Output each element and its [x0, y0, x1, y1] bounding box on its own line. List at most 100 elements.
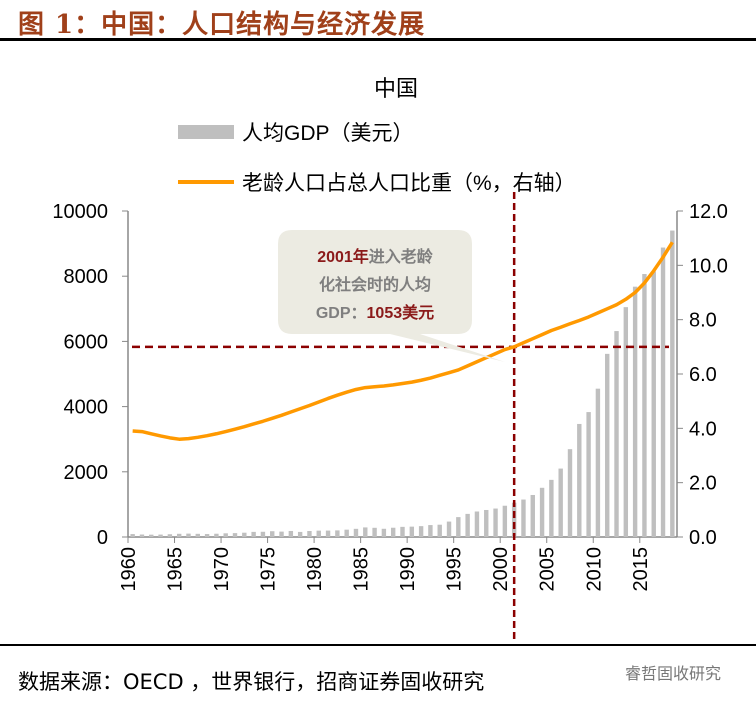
left-tick-label: 10000 [52, 201, 108, 223]
gdp-bar [353, 528, 359, 537]
legend-bar-label: 人均GDP（美元） [242, 122, 414, 145]
x-tick-label: 1960 [118, 547, 140, 592]
gdp-bar [623, 307, 629, 537]
svg-text:2001年进入老龄: 2001年进入老龄 [317, 247, 434, 266]
right-tick-label: 6.0 [689, 364, 717, 386]
gdp-bar [232, 533, 238, 537]
x-tick-label: 2015 [630, 547, 652, 592]
right-tick-label: 0.0 [689, 527, 717, 549]
gdp-bar [567, 449, 573, 537]
svg-text:GDP：1053美元: GDP：1053美元 [316, 303, 434, 322]
gdp-bar [316, 530, 321, 537]
gdp-bar [577, 423, 582, 537]
gdp-bar [409, 526, 415, 537]
gdp-bar [307, 531, 312, 537]
bottom-divider [0, 644, 756, 646]
gdp-bar [186, 533, 191, 537]
gdp-bar [651, 271, 656, 537]
gdp-bar [400, 526, 405, 537]
right-tick-label: 2.0 [689, 473, 717, 495]
gdp-bar [521, 499, 526, 537]
gdp-bar [390, 527, 396, 537]
elderly-share-line [132, 241, 674, 441]
figure-title: 图 1：中国：人口结构与经济发展 [18, 10, 426, 40]
gdp-bar [642, 274, 647, 537]
gdp-bar [595, 388, 601, 537]
gdp-bar [484, 509, 489, 537]
left-tick-label: 0 [97, 527, 108, 549]
gdp-bar [279, 531, 284, 537]
annotation-year: 2001年 [317, 247, 369, 266]
gdp-bar [288, 530, 294, 537]
x-tick-label: 1970 [211, 547, 233, 592]
gdp-bar [465, 513, 470, 537]
gdp-bar [614, 331, 619, 537]
x-tick-label: 1995 [444, 547, 466, 592]
right-tick-label: 12.0 [689, 201, 728, 223]
gdp-bar [223, 533, 228, 537]
gdp-bar [195, 533, 200, 537]
legend-line-label: 老龄人口占总人口比重（%，右轴） [242, 172, 576, 195]
x-tick-label: 2005 [537, 547, 559, 592]
left-tick-label: 6000 [64, 331, 109, 353]
gdp-bar [363, 527, 368, 537]
gdp-bar [605, 353, 610, 537]
gdp-bar [446, 521, 452, 537]
gdp-bar [558, 468, 563, 537]
source-note: 数据来源：OECD ，世界银行，招商证券固收研究 [18, 670, 485, 694]
x-tick-label: 1985 [351, 547, 373, 592]
gdp-bar [139, 534, 145, 537]
x-tick-label: 2010 [583, 547, 605, 592]
right-tick-label: 10.0 [689, 255, 728, 277]
gdp-bar [204, 534, 210, 537]
gdp-bar [437, 524, 442, 537]
gdp-bar [660, 247, 666, 537]
gdp-bar [530, 494, 535, 537]
x-tick-label: 1975 [258, 547, 280, 592]
gdp-bar [428, 525, 433, 537]
gdp-bar [632, 286, 638, 537]
right-tick-label: 8.0 [689, 310, 717, 332]
gdp-bar [511, 502, 517, 537]
gdp-bar [242, 532, 247, 537]
gdp-bar [502, 505, 508, 537]
annotation-text-2: 化社会时的人均 [319, 275, 431, 294]
gdp-bar [149, 534, 154, 537]
x-tick-label: 1990 [397, 547, 419, 592]
gdp-bar [167, 534, 173, 537]
legend-bar-swatch [178, 125, 234, 139]
gdp-bar [130, 534, 135, 537]
x-tick-label: 1965 [165, 547, 187, 592]
gdp-bar [586, 412, 591, 537]
gdp-bar [381, 528, 387, 537]
gdp-bar [549, 479, 554, 537]
gdp-bar [456, 517, 461, 537]
gdp-bar [325, 530, 331, 537]
left-tick-label: 2000 [64, 462, 109, 484]
gdp-bar [270, 531, 275, 537]
gdp-bar [297, 531, 303, 537]
chart-title: 中国 [374, 76, 418, 101]
gdp-bar [251, 531, 256, 537]
annotation-text-1: 进入老龄 [369, 247, 434, 266]
legend-line-swatch [178, 180, 234, 184]
watermark: 睿哲固收研究 [625, 664, 722, 683]
x-tick-label: 2000 [490, 547, 512, 592]
left-tick-label: 8000 [64, 266, 109, 288]
annotation-text-3: GDP： [316, 305, 367, 322]
right-tick-label: 4.0 [689, 418, 717, 440]
gdp-bar [176, 533, 182, 537]
top-divider [0, 38, 756, 41]
gdp-bar [474, 511, 480, 537]
gdp-bar [418, 526, 424, 537]
gdp-bar [260, 531, 266, 537]
gdp-bar [493, 508, 498, 537]
gdp-bar [214, 533, 219, 537]
chart: 中国 人均GDP（美元） 老龄人口占总人口比重（%，右轴） 0 2000 4000 6… [52, 76, 728, 640]
annotation-callout: 2001年进入老龄 化社会时的人均 GDP：1053美元 [278, 230, 505, 362]
gdp-bar [344, 529, 349, 537]
gdp-bar [539, 487, 545, 537]
x-tick-label: 1980 [304, 547, 326, 592]
gdp-bar [158, 534, 163, 537]
gdp-bar [372, 527, 377, 537]
